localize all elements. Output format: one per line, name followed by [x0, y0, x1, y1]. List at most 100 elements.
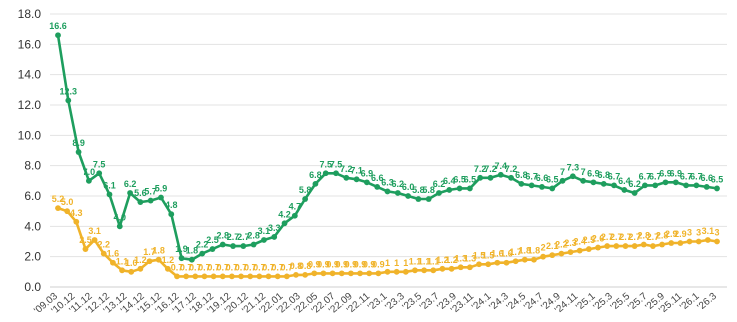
- series-1-point: [430, 267, 437, 274]
- series-1-data-label: 1: [394, 258, 399, 268]
- series-1-point: [686, 238, 693, 245]
- series-1-data-label: 1.8: [528, 246, 541, 256]
- series-1-point: [137, 265, 144, 272]
- series-1-data-label: 0.9: [363, 259, 376, 269]
- series-0-data-label: 4.7: [289, 202, 302, 212]
- series-1-data-label: 1.6: [491, 249, 504, 259]
- series-0-data-label: 6.9: [659, 168, 672, 178]
- series-0-point: [611, 182, 617, 189]
- series-1-data-label: 1: [385, 258, 390, 268]
- series-1-point: [540, 253, 546, 260]
- series-1-point: [512, 258, 519, 265]
- y-tick-label: 16.0: [18, 37, 42, 51]
- series-0-data-label: 5.9: [155, 184, 168, 194]
- series-0-data-label: 5.7: [144, 187, 157, 197]
- series-0-point: [322, 170, 329, 177]
- series-0-data-label: 2.7: [227, 232, 240, 242]
- series-0-point: [343, 174, 350, 181]
- series-0-point: [127, 190, 133, 196]
- series-1-point: [695, 238, 702, 245]
- series-1-point: [650, 243, 656, 249]
- series-1-data-label: 2.7: [619, 232, 632, 242]
- series-1-data-label: 1.2: [436, 255, 449, 265]
- series-1-data-label: 2.7: [647, 232, 660, 242]
- series-0-data-label: 4.2: [278, 209, 291, 219]
- x-tick-label: '26.3: [695, 291, 719, 313]
- series-0-point: [652, 182, 659, 189]
- series-0-point: [291, 212, 298, 219]
- series-0-point: [518, 180, 525, 187]
- series-0-point: [353, 176, 360, 183]
- series-1-data-label: 1.1: [116, 256, 129, 266]
- series-0-data-label: 6.2: [628, 179, 641, 189]
- y-tick-label: 2.0: [24, 250, 41, 264]
- series-1-point: [73, 218, 80, 225]
- series-0-data-label: 6.7: [639, 171, 652, 181]
- series-1-data-label: 0.9: [308, 259, 321, 269]
- series-0-point: [466, 185, 473, 192]
- series-0-data-label: 6.2: [124, 179, 137, 189]
- series-0-data-label: 6.7: [608, 171, 621, 181]
- series-1-data-label: 2.2: [98, 240, 111, 250]
- series-0-point: [96, 170, 103, 177]
- series-0-data-label: 7.5: [93, 159, 106, 169]
- series-1-point: [210, 273, 217, 280]
- series-1-data-label: 0.7: [198, 262, 211, 272]
- y-tick-label: 8.0: [24, 159, 41, 173]
- series-1-point: [155, 256, 162, 263]
- series-1-data-label: 2.7: [628, 232, 641, 242]
- series-0-data-label: 7.4: [495, 161, 508, 171]
- series-1-data-label: 2.8: [638, 231, 651, 241]
- series-0-data-label: 6.8: [515, 170, 528, 180]
- series-1-point: [293, 271, 299, 278]
- series-0-point: [261, 237, 267, 243]
- series-0-data-label: 5.8: [422, 185, 435, 195]
- series-1-data-label: 1.8: [519, 246, 532, 256]
- series-0-data-label: 3.3: [268, 223, 281, 233]
- series-0-data-label: 6.6: [700, 173, 713, 183]
- series-1-data-label: 0.9: [335, 259, 348, 269]
- series-0-point: [631, 190, 638, 196]
- series-1-data-label: 3: [687, 228, 692, 238]
- series-1-point: [595, 244, 601, 251]
- series-0-data-label: 7.2: [505, 164, 518, 174]
- series-1-data-label: 2.7: [610, 232, 623, 242]
- series-1-point: [393, 268, 400, 275]
- y-tick-label: 4.0: [24, 219, 41, 233]
- series-1-point: [100, 250, 107, 257]
- series-0-data-label: 2.7: [237, 232, 250, 242]
- x-axis: '09.03'10.12'11.12'12.12'13.12'14.12'15.…: [32, 286, 727, 317]
- series-1-point: [201, 273, 208, 280]
- series-0-point: [240, 243, 247, 249]
- series-0-point: [364, 179, 370, 186]
- series-0-data-label: 6.9: [670, 168, 683, 178]
- series-0-point: [158, 194, 164, 201]
- series-0-point: [384, 188, 391, 195]
- series-1-data-label: 1.6: [500, 249, 513, 259]
- series-1-data-label: 0.9: [354, 259, 367, 269]
- series-1-point: [183, 273, 190, 280]
- series-1-data-label: 1.2: [162, 255, 175, 265]
- series-1-data-label: 1.7: [509, 247, 522, 257]
- series-0-point: [333, 170, 339, 177]
- series-0-point: [199, 250, 206, 257]
- series-1-data-label: 3: [696, 228, 701, 238]
- series-0-data-label: 12.3: [60, 86, 78, 96]
- series-0-point: [147, 197, 154, 204]
- series-0-data-label: 6.4: [618, 176, 631, 186]
- series-0-data-label: 8.9: [72, 138, 85, 148]
- series-0-point: [219, 241, 226, 248]
- series-1-data-label: 0.9: [326, 259, 339, 269]
- series-1-data-label: 1.1: [409, 256, 422, 266]
- series-0-data-label: 1.9: [175, 244, 188, 254]
- series-1-data-label: 1.0: [125, 258, 138, 268]
- series-0-data-label: 1.8: [186, 246, 199, 256]
- series-1-data-label: 0.7: [271, 262, 284, 272]
- series-1-point: [366, 270, 373, 277]
- series-0-point: [590, 179, 597, 186]
- series-1-data-label: 2.5: [79, 235, 92, 245]
- series-1-data-label: 2.4: [573, 237, 586, 247]
- series-1-data-label: 1.6: [107, 249, 120, 259]
- series-0-point: [693, 182, 700, 189]
- series-0-data-label: 7: [560, 167, 565, 177]
